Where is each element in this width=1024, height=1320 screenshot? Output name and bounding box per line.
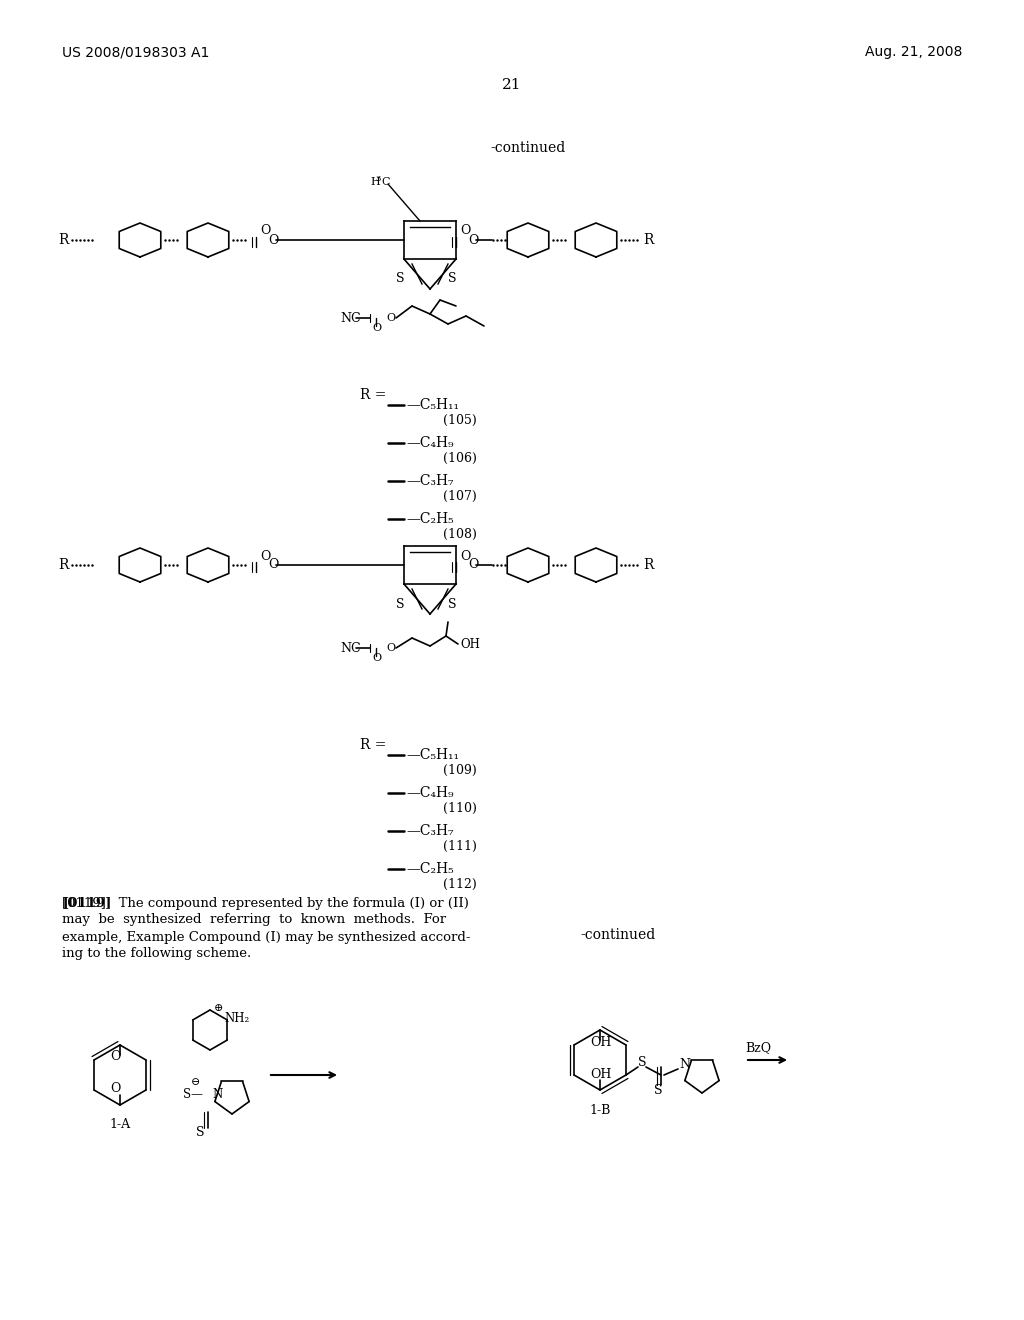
Text: R: R (643, 558, 653, 572)
Text: ⊖: ⊖ (191, 1077, 201, 1086)
Text: S: S (447, 272, 457, 285)
Text: S: S (447, 598, 457, 610)
Text: OH: OH (460, 638, 480, 651)
Text: N: N (679, 1059, 690, 1072)
Text: S: S (196, 1126, 205, 1138)
Text: O: O (110, 1082, 121, 1096)
Text: —C₅H₁₁: —C₅H₁₁ (406, 748, 459, 762)
Text: (110): (110) (443, 801, 477, 814)
Text: O: O (260, 224, 270, 238)
Text: S: S (395, 272, 404, 285)
Text: Aug. 21, 2008: Aug. 21, 2008 (864, 45, 962, 59)
Text: -continued: -continued (580, 928, 655, 942)
Text: 1-A: 1-A (110, 1118, 131, 1131)
Text: BzQ: BzQ (745, 1041, 771, 1055)
Text: O: O (372, 653, 381, 663)
Text: 21: 21 (502, 78, 522, 92)
Text: [0119]: [0119] (62, 896, 112, 909)
Text: —C₂H₅: —C₂H₅ (406, 512, 454, 525)
Text: 1-B: 1-B (590, 1104, 610, 1117)
Text: O: O (268, 234, 279, 247)
Text: R =: R = (360, 388, 386, 403)
Text: O: O (110, 1051, 121, 1064)
Text: -continued: -continued (490, 141, 565, 154)
Text: R =: R = (360, 738, 386, 752)
Text: OH: OH (590, 1035, 611, 1048)
Text: R: R (643, 234, 653, 247)
Text: (107): (107) (443, 490, 477, 503)
Text: (111): (111) (443, 840, 477, 853)
Text: H: H (370, 177, 380, 187)
Text: O: O (386, 313, 395, 323)
Text: —C₃H₇: —C₃H₇ (406, 474, 454, 488)
Text: NC: NC (340, 642, 360, 655)
Text: —C₄H₉: —C₄H₉ (406, 436, 454, 450)
Text: example, Example Compound (I) may be synthesized accord-: example, Example Compound (I) may be syn… (62, 931, 470, 944)
Text: C: C (381, 177, 389, 187)
Text: NH₂: NH₂ (224, 1011, 249, 1024)
Text: (106): (106) (443, 451, 477, 465)
Text: —C₄H₉: —C₄H₉ (406, 785, 454, 800)
Text: OH: OH (590, 1068, 611, 1081)
Text: S—: S— (183, 1088, 203, 1101)
Text: —C₃H₇: —C₃H₇ (406, 824, 454, 838)
Text: NC: NC (340, 312, 360, 325)
Text: O: O (468, 234, 478, 247)
Text: [0119]   The compound represented by the formula (I) or (II): [0119] The compound represented by the f… (62, 896, 469, 909)
Text: ⊕: ⊕ (213, 1003, 222, 1012)
Text: —C₂H₅: —C₂H₅ (406, 862, 454, 876)
Text: O: O (460, 549, 470, 562)
Text: O: O (372, 323, 381, 333)
Text: ing to the following scheme.: ing to the following scheme. (62, 948, 251, 961)
Text: R: R (58, 558, 69, 572)
Text: 3: 3 (375, 176, 380, 183)
Text: O: O (468, 558, 478, 572)
Text: O: O (386, 643, 395, 653)
Text: R: R (58, 234, 69, 247)
Text: may  be  synthesized  referring  to  known  methods.  For: may be synthesized referring to known me… (62, 913, 446, 927)
Text: S: S (654, 1085, 663, 1097)
Text: O: O (260, 549, 270, 562)
Text: (109): (109) (443, 763, 477, 776)
Text: N: N (212, 1088, 222, 1101)
Text: S: S (395, 598, 404, 610)
Text: (105): (105) (443, 413, 477, 426)
Text: O: O (268, 558, 279, 572)
Text: US 2008/0198303 A1: US 2008/0198303 A1 (62, 45, 209, 59)
Text: (108): (108) (443, 528, 477, 540)
Text: O: O (460, 224, 470, 238)
Text: (112): (112) (443, 878, 477, 891)
Text: —C₅H₁₁: —C₅H₁₁ (406, 399, 459, 412)
Text: S: S (638, 1056, 646, 1069)
